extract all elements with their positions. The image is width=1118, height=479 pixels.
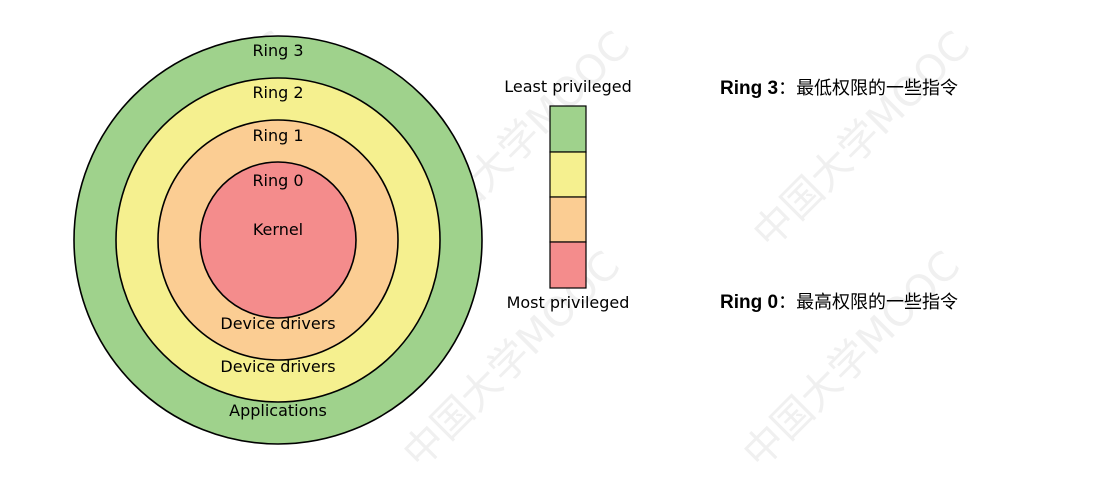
ring-1-bottom-label: Device drivers [220,314,335,333]
ring-3-note-text: 最低权限的一些指令 [796,78,959,99]
ring-1-title: Ring 1 [252,126,303,145]
legend-swatch-ring-2 [549,151,587,198]
ring-3-note-separator: ： [778,78,797,99]
ring-3-bottom-label: Applications [229,401,327,420]
ring-0-circle [199,161,357,319]
rings-diagram: Ring 3 Ring 2 Ring 1 Ring 0 Kernel Devic… [73,35,483,445]
legend-top-label: Least privileged [504,77,632,96]
ring-2-bottom-label: Device drivers [220,357,335,376]
ring-2-title: Ring 2 [252,83,303,102]
ring-0-note: Ring 0：最高权限的一些指令 [720,288,958,314]
watermark-text: 中国大学MOOC [735,243,969,475]
legend-swatch-ring-3 [549,105,587,153]
ring-3-note: Ring 3：最低权限的一些指令 [720,74,958,100]
ring-0-note-label: Ring 0 [720,292,779,313]
ring-0-title: Ring 0 [252,171,303,190]
watermark-text: 中国大学MOOC [745,23,979,257]
legend-swatch-ring-1 [549,196,587,243]
legend-bottom-label: Most privileged [507,293,630,312]
ring-0-note-text: 最高权限的一些指令 [796,292,959,313]
ring-0-note-separator: ： [778,292,797,313]
ring-3-note-label: Ring 3 [720,78,779,99]
ring-3-title: Ring 3 [252,41,303,60]
privilege-legend: Least privileged Most privileged [504,77,632,312]
kernel-label: Kernel [253,220,303,239]
legend-swatch-ring-0 [549,241,587,289]
